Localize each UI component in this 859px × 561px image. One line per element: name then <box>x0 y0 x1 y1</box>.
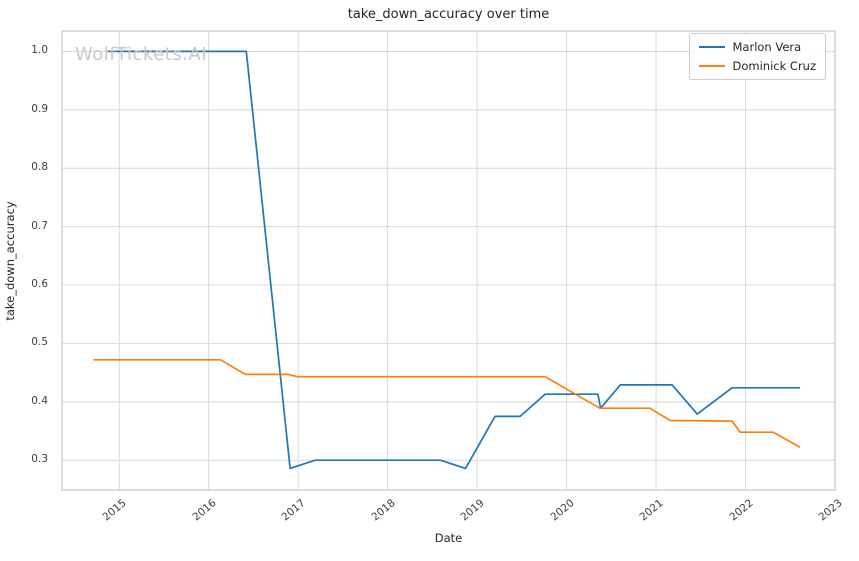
watermark-text: WolfTickets.AI <box>75 44 208 65</box>
x-axis-label: Date <box>434 531 463 545</box>
legend: Marlon Vera Dominick Cruz <box>688 33 826 80</box>
y-tick-label: 0.8 <box>31 161 48 174</box>
y-tick-label: 0.5 <box>31 336 48 349</box>
y-tick-label: 0.9 <box>31 102 48 115</box>
chart-title: take_down_accuracy over time <box>347 7 550 22</box>
legend-line-swatch-blue <box>698 46 725 48</box>
legend-label: Dominick Cruz <box>732 59 817 73</box>
series-line-dominick-cruz <box>93 358 801 449</box>
y-tick-label: 0.4 <box>31 394 48 407</box>
y-tick-label: 1.0 <box>31 44 48 57</box>
legend-line-swatch-orange <box>698 65 725 67</box>
plot-border <box>61 30 836 491</box>
y-tick-label: 0.7 <box>31 219 48 232</box>
legend-label: Marlon Vera <box>732 40 802 54</box>
series-line-marlon-vera <box>107 50 801 470</box>
y-tick-label: 0.3 <box>31 453 48 466</box>
legend-item-dominick-cruz: Dominick Cruz <box>698 59 817 73</box>
y-tick-label: 0.6 <box>31 278 48 291</box>
legend-item-marlon-vera: Marlon Vera <box>698 40 817 54</box>
